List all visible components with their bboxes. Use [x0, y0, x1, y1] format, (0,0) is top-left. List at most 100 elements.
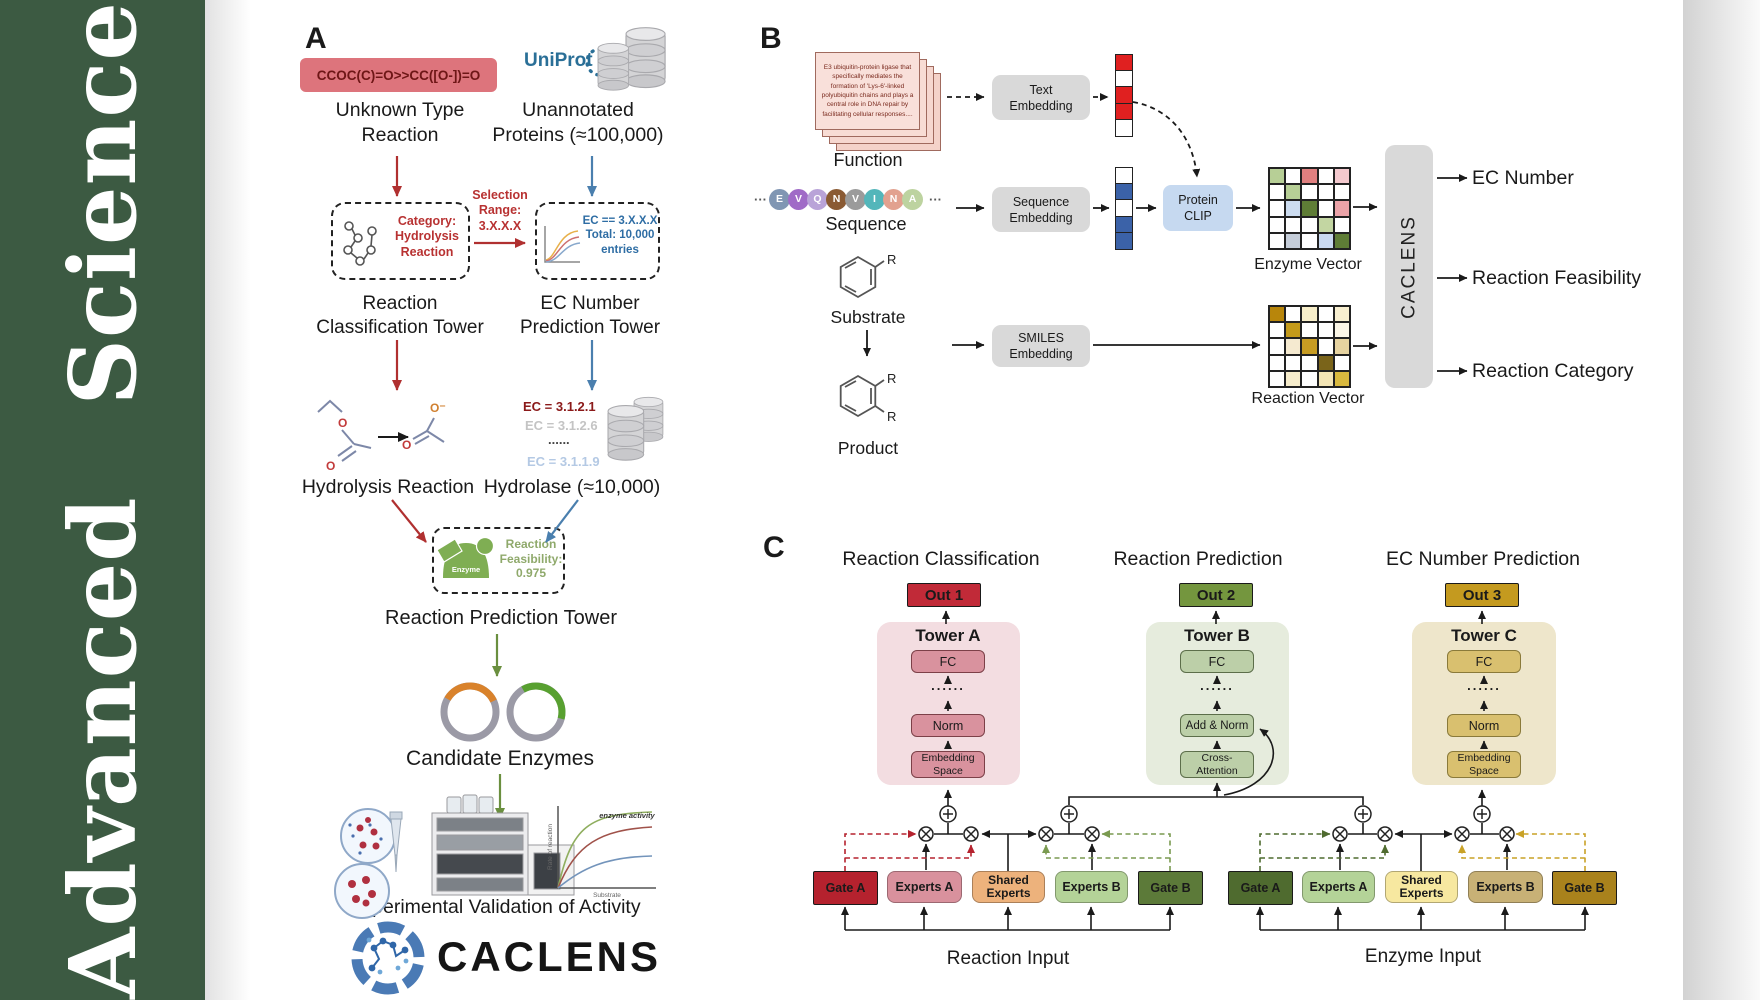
enzyme-experts-b: Experts B — [1468, 871, 1543, 903]
tower-c-embedding: Embedding Space — [1447, 751, 1521, 778]
sequence-embedding-vector — [1115, 166, 1133, 250]
page-edge-shadow-right — [1683, 0, 1760, 1000]
enzyme-gate-a: Gate A — [1228, 871, 1293, 905]
substrate-label: Substrate — [830, 307, 906, 327]
product-r1-label: R — [887, 371, 896, 386]
tower-c: Tower C FC ...... Norm Embedding Space — [1412, 622, 1556, 785]
title-reaction-classification: Reaction Classification — [842, 548, 1040, 570]
caclens-logo — [351, 921, 425, 995]
tower-c-title: Tower C — [1451, 626, 1517, 645]
journal-sidebar: Advanced Science — [0, 0, 205, 1000]
tower-c-fc: FC — [1447, 650, 1521, 673]
sequence-embedding-box: Sequence Embedding — [992, 187, 1090, 232]
out1-box: Out 1 — [907, 583, 981, 607]
enzyme-vector-matrix — [1268, 167, 1351, 250]
enzyme-gate-b: Gate B — [1552, 871, 1617, 905]
product-label: Product — [837, 438, 899, 458]
prediction-tower-label: Reaction Prediction Tower — [385, 607, 617, 629]
ec-tower-label: EC Number Prediction Tower — [519, 293, 661, 339]
atom-o1: O — [338, 416, 347, 430]
database-icon — [597, 27, 666, 91]
tower-b-title: Tower B — [1184, 626, 1250, 645]
text-embedding-vector — [1115, 53, 1133, 137]
atom-o-minus: O⁻ — [430, 401, 446, 415]
reaction-experts-a: Experts A — [887, 871, 962, 903]
reaction-classification-box: Category: Hydrolysis Reaction — [331, 202, 470, 280]
kinetics-ylabel: Rate of reaction — [547, 824, 554, 870]
enzyme-input-label: Enzyme Input — [1364, 946, 1482, 967]
tower-b-fc: FC — [1180, 650, 1254, 673]
panel-b-label: B — [760, 22, 782, 55]
candidate-enzymes-label: Candidate Enzymes — [406, 747, 594, 770]
smiles-embedding-box: SMILES Embedding — [992, 325, 1090, 367]
tower-a-embedding: Embedding Space — [911, 751, 985, 778]
function-card: E3 ubiquitin-protein ligase that specifi… — [815, 52, 920, 130]
caclens-block-label: CACLENS — [1398, 215, 1420, 319]
ec-result-dots: ...... — [548, 432, 570, 447]
tower-a-norm: Norm — [911, 714, 985, 737]
sequence-ellipsis-left: ··· — [754, 191, 767, 207]
kinetics-graph: enzyme activity Rate of reaction Substra… — [547, 806, 656, 899]
caclens-wordmark: CACLENS — [437, 933, 662, 980]
output-reaction-category: Reaction Category — [1472, 360, 1634, 382]
tower-a-title: Tower A — [915, 626, 981, 645]
enzyme-shared-experts: Shared Experts — [1385, 871, 1458, 903]
pipette-icon — [389, 811, 403, 873]
kinetics-annotation: enzyme activity — [599, 811, 655, 820]
out2-box: Out 2 — [1179, 583, 1253, 607]
panel-c-label: C — [763, 531, 785, 564]
title-reaction-prediction: Reaction Prediction — [1113, 548, 1283, 570]
feasibility-text: Reaction Feasibility: 0.975 — [499, 537, 563, 581]
hydrolase-label: Hydrolase (≈10,000) — [483, 476, 661, 498]
plasmid-icons — [440, 682, 566, 742]
output-ec-number: EC Number — [1472, 167, 1574, 189]
reaction-gate-a: Gate A — [813, 871, 878, 905]
ec-prediction-box: EC == 3.X.X.X Total: 10,000 entries — [535, 202, 660, 280]
category-hydrolysis-text: Category: Hydrolysis Reaction — [395, 214, 459, 259]
hplc-icon — [431, 794, 575, 896]
smiles-reaction-box: CCOC(C)=O>>CC([O-])=O — [300, 58, 497, 92]
output-reaction-feasibility: Reaction Feasibility — [1472, 267, 1642, 289]
journal-title: Advanced Science — [48, 1, 157, 999]
function-label: Function — [833, 150, 903, 170]
page-edge-shadow-left — [205, 0, 251, 1000]
product-nodes — [918, 826, 1515, 842]
uniprot-logo: UniProt — [524, 50, 593, 71]
protein-clip-box: Protein CLIP — [1163, 185, 1233, 231]
tower-a: Tower A FC ...... Norm Embedding Space — [877, 622, 1020, 785]
unknown-type-reaction-label: Unknown Type Reaction — [335, 99, 465, 146]
sequence-ellipsis-right: ··· — [929, 191, 942, 207]
ec-total-text: EC == 3.X.X.X Total: 10,000 entries — [582, 215, 658, 256]
ec-result-second: EC = 3.1.2.6 — [525, 418, 598, 433]
reaction-feasibility-box: Reaction Feasibility: 0.975 — [432, 527, 565, 594]
out3-box: Out 3 — [1445, 583, 1519, 607]
atom-o2: O — [326, 459, 335, 473]
reaction-vector-matrix — [1268, 305, 1351, 388]
tower-b-cross-attention: Cross- Attention — [1180, 751, 1254, 778]
caclens-block: CACLENS — [1385, 145, 1433, 388]
sum-nodes — [939, 805, 1491, 823]
benzene-substrate — [839, 255, 885, 299]
unannotated-proteins-label: Unannotated Proteins (≈100,000) — [492, 99, 664, 146]
validation-label: Experimental Validation of Activity — [349, 896, 641, 918]
benzene-product — [839, 374, 885, 418]
reaction-vector-label: Reaction Vector — [1251, 390, 1365, 407]
hydrolase-database-icon — [607, 396, 664, 461]
reaction-experts-b: Experts B — [1055, 871, 1128, 903]
reaction-input-label: Reaction Input — [946, 948, 1070, 969]
sequence-label: Sequence — [825, 214, 907, 234]
reaction-gate-b: Gate B — [1138, 871, 1203, 905]
panel-a-label: A — [305, 22, 327, 55]
ec-result-last: EC = 3.1.1.9 — [527, 454, 600, 469]
hydrolysis-molecules: O O O⁻ O — [317, 399, 446, 473]
tower-c-dots: ...... — [1467, 678, 1501, 693]
tower-b-dots: ...... — [1200, 678, 1234, 693]
enzyme-vector-label: Enzyme Vector — [1254, 256, 1362, 273]
classification-tower-label: Reaction Classification Tower — [316, 293, 484, 339]
ec-result-top: EC = 3.1.2.1 — [523, 399, 596, 414]
atom-o3: O — [402, 438, 411, 452]
title-ec-number-prediction: EC Number Prediction — [1386, 548, 1580, 570]
